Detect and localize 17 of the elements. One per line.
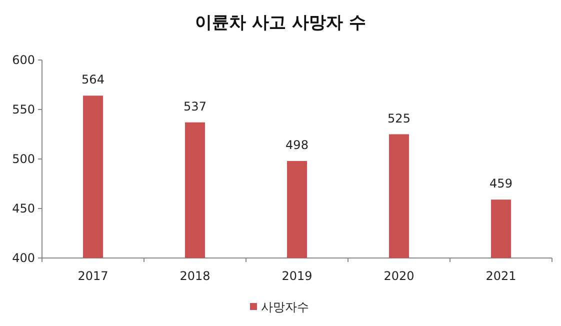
x-tick-label: 2017 [78,269,108,283]
x-tick-label: 2020 [384,269,414,283]
data-label: 459 [490,176,512,191]
data-label: 564 [82,72,104,87]
y-tick-label: 400 [12,251,35,265]
chart-title: 이륜차 사고 사망자 수 [195,13,366,33]
y-tick-label: 550 [12,102,35,116]
x-tick-label: 2018 [180,269,210,283]
x-tick-label: 2021 [486,269,516,283]
y-tick-label: 450 [12,202,35,216]
x-tick-label: 2019 [282,269,312,283]
legend-label: 사망자수 [261,300,309,314]
data-label: 498 [286,138,308,152]
data-label: 525 [388,111,410,126]
y-tick-label: 600 [12,53,35,67]
y-tick-label: 500 [12,152,35,166]
data-label: 537 [184,99,206,114]
